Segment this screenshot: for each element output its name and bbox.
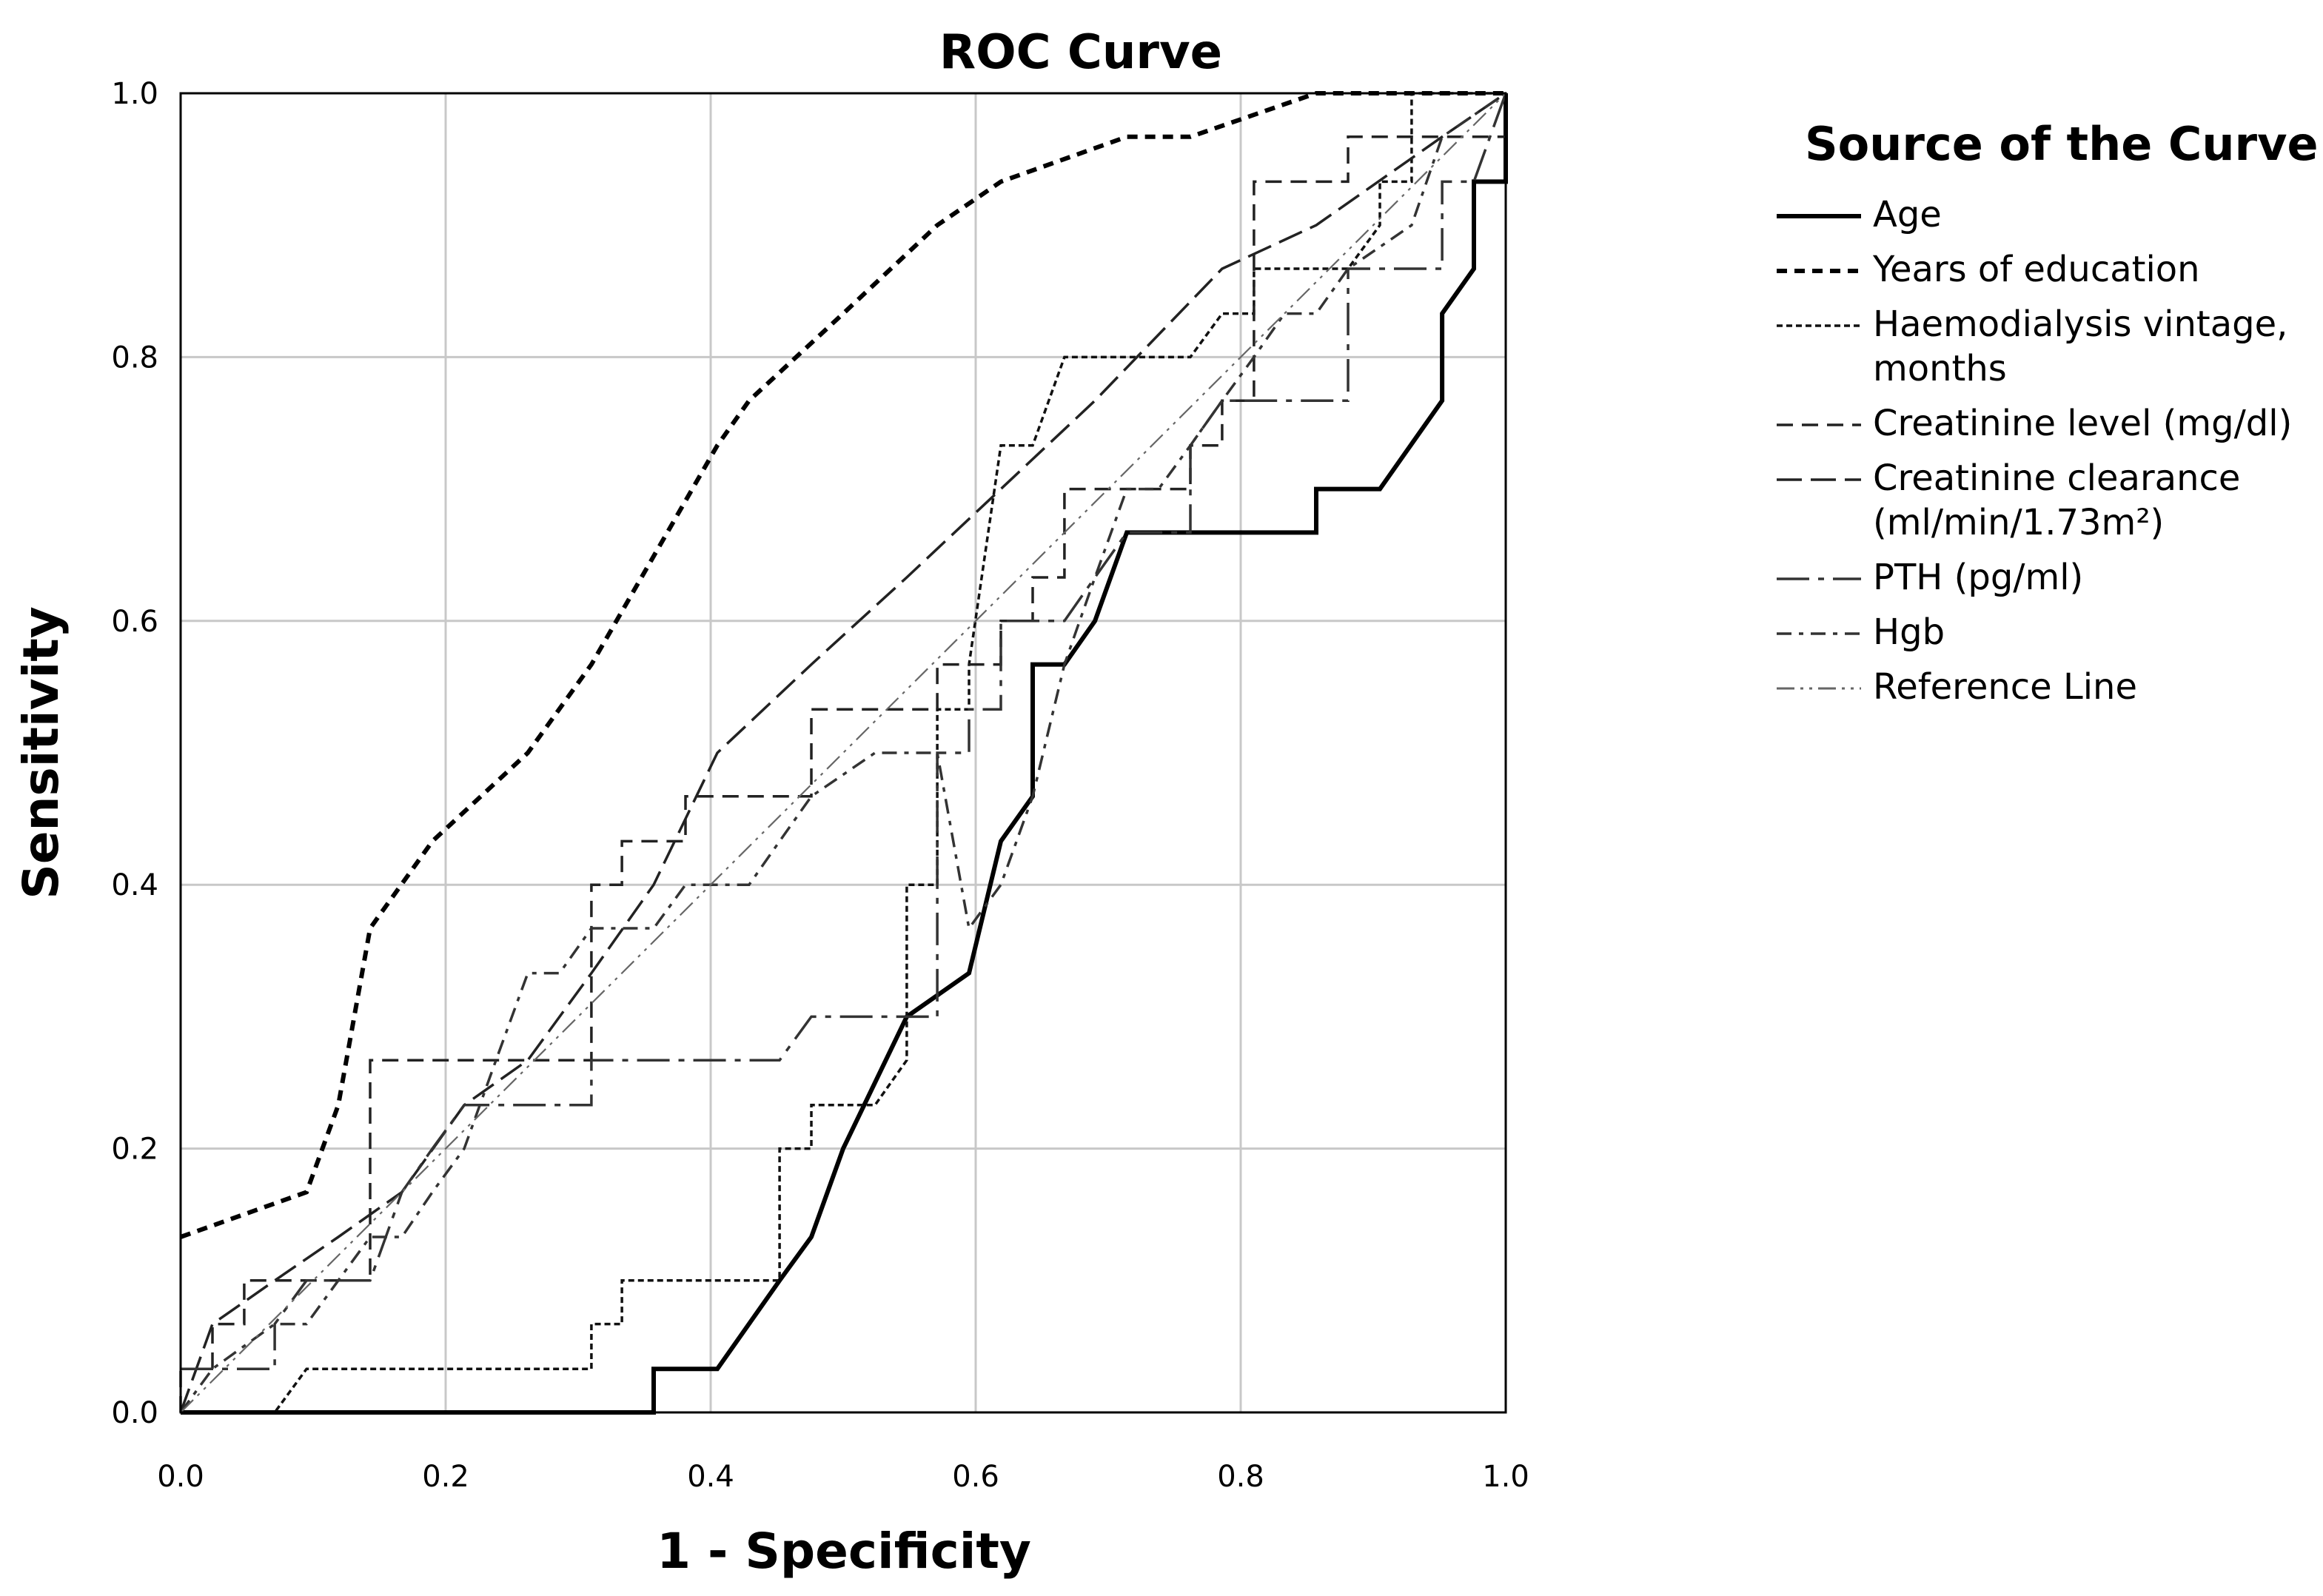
legend-item-creatinine-level-mg-dl: Creatinine level (mg/dl) (1777, 403, 2292, 444)
y-tick-label: 0.4 (111, 868, 158, 902)
series-haemodialysis-vintage-months-line (181, 92, 1506, 1414)
legend-label: Creatinine level (mg/dl) (1873, 403, 2292, 444)
y-tick-label: 0.2 (111, 1133, 158, 1167)
y-tick-label: 1.0 (111, 77, 158, 111)
series-lines (179, 91, 1508, 1415)
y-axis-title: Sensitivity (13, 606, 70, 899)
y-tick-labels: 0.0 0.2 0.4 0.6 0.8 1.0 (111, 77, 158, 1430)
legend-label: Age (1873, 194, 1942, 235)
y-tick-label: 0.8 (111, 341, 158, 375)
series-creatinine-clearance-ml-min-1-73m-line (179, 92, 1506, 1413)
chart-title: ROC Curve (939, 25, 1222, 80)
y-tick-label: 0.0 (111, 1396, 158, 1430)
x-tick-label: 0.2 (422, 1460, 469, 1494)
legend-item-hgb: Hgb (1777, 611, 1945, 653)
legend-label: months (1873, 348, 2007, 389)
legend-item-age: Age (1777, 194, 1942, 235)
x-tick-label: 1.0 (1482, 1460, 1529, 1494)
y-tick-label: 0.6 (111, 605, 158, 639)
legend-label: Years of education (1872, 249, 2200, 290)
legend-title: Source of the Curve (1805, 117, 2319, 171)
legend-item-years-of-education: Years of education (1777, 249, 2200, 290)
legend-items: Age Years of education Haemodialysis vinta… (1777, 194, 2292, 708)
x-tick-label: 0.8 (1217, 1460, 1264, 1494)
plot-frame (179, 92, 1507, 1414)
x-tick-label: 0.6 (952, 1460, 999, 1494)
legend-label: (ml/min/1.73m²) (1873, 502, 2164, 543)
series-reference-line-line (180, 93, 1506, 1413)
legend-label: Creatinine clearance (1873, 457, 2240, 499)
x-tick-label: 0.4 (687, 1460, 734, 1494)
x-tick-label: 0.0 (157, 1460, 204, 1494)
legend-item-haemodialysis-vintage-months: Haemodialysis vintage,months (1777, 304, 2287, 389)
legend-item-creatinine-clearance-ml-min-1-73m: Creatinine clearance(ml/min/1.73m²) (1777, 457, 2240, 543)
legend-label: Haemodialysis vintage, (1873, 304, 2287, 345)
legend-label: PTH (pg/ml) (1873, 557, 2083, 598)
legend-label: Reference Line (1873, 666, 2137, 708)
series-age-line (181, 93, 1508, 1415)
series-pth-pg-ml-line (181, 93, 1507, 1370)
series-hgb-line (179, 92, 1506, 1414)
legend-label: Hgb (1873, 611, 1945, 653)
x-axis-title: 1 - Specificity (657, 1523, 1031, 1580)
legend: Source of the Curve Age Years of educatio… (1777, 117, 2319, 708)
legend-item-reference-line: Reference Line (1777, 666, 2137, 708)
x-tick-labels: 0.0 0.2 0.4 0.6 0.8 1.0 (157, 1460, 1529, 1494)
series-years-of-education-line (179, 91, 1506, 1239)
legend-item-pth-pg-ml: PTH (pg/ml) (1777, 557, 2083, 598)
